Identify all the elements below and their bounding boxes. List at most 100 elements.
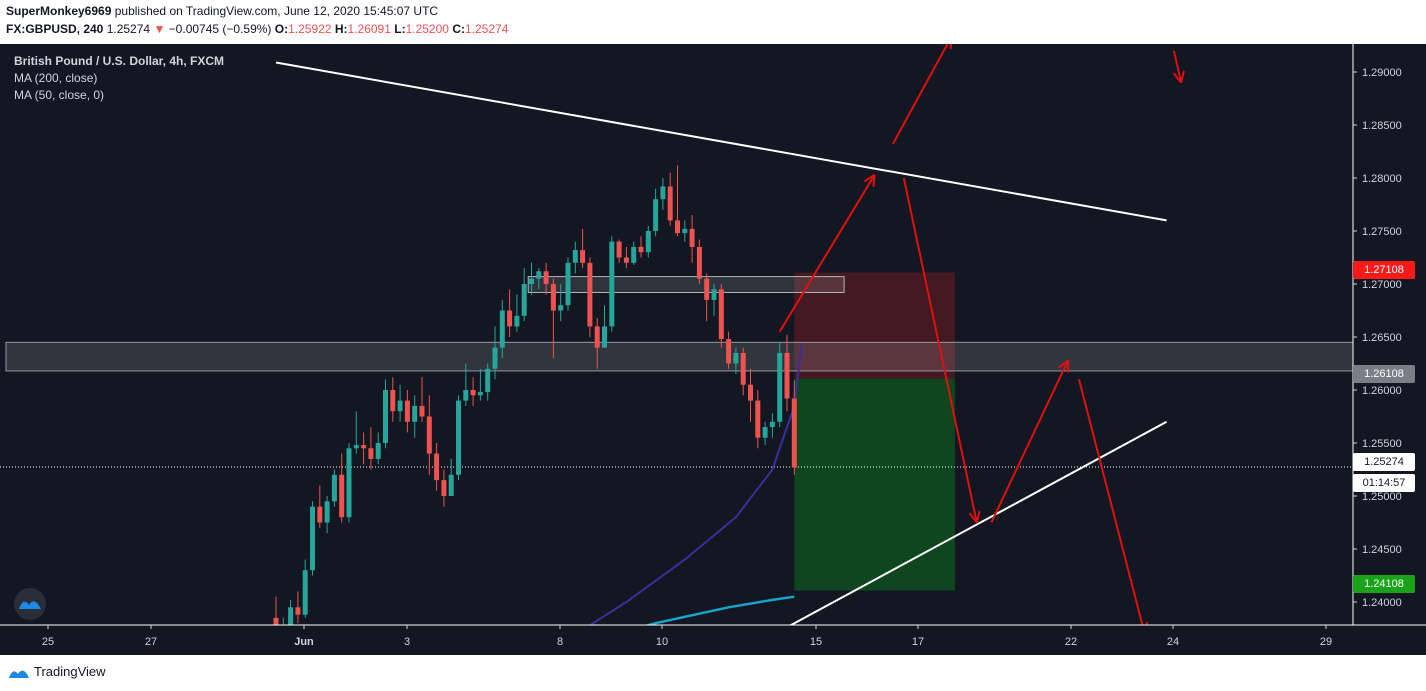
arrowhead-2-1 bbox=[975, 510, 981, 523]
time-tick-label: 15 bbox=[810, 636, 822, 648]
candle-body bbox=[273, 617, 279, 625]
candle-body bbox=[324, 501, 330, 523]
candle-body bbox=[755, 400, 761, 438]
tradingview-watermark-icon[interactable] bbox=[14, 588, 46, 620]
candle-body bbox=[748, 384, 753, 401]
time-tick-label: 22 bbox=[1065, 636, 1077, 648]
tradingview-logo-icon[interactable] bbox=[8, 664, 30, 682]
candle-body bbox=[682, 228, 688, 234]
publisher-line: SuperMonkey6969 published on TradingView… bbox=[6, 4, 438, 18]
candle-body bbox=[631, 246, 637, 263]
price-tick-label: 1.27500 bbox=[1362, 226, 1402, 238]
arrowhead-0-1 bbox=[863, 173, 876, 183]
footer-brand[interactable]: TradingView bbox=[34, 664, 106, 679]
candle-body bbox=[463, 390, 469, 401]
high-value: 1.26091 bbox=[347, 22, 391, 36]
candle-body bbox=[558, 305, 564, 311]
price-tick-label: 1.28000 bbox=[1362, 173, 1402, 185]
candle-body bbox=[361, 445, 367, 449]
time-tick-label: Jun bbox=[294, 636, 314, 648]
price-tick-label: 1.25000 bbox=[1362, 491, 1402, 503]
candle-body bbox=[543, 271, 549, 284]
countdown-badge: 01:14:57 bbox=[1353, 474, 1415, 492]
candle-body bbox=[769, 421, 775, 428]
candle-body bbox=[653, 199, 659, 231]
candle-body bbox=[339, 474, 345, 518]
price-tick-label: 1.29000 bbox=[1362, 67, 1402, 79]
time-tick-label: 8 bbox=[557, 636, 563, 648]
chart-legend: British Pound / U.S. Dollar, 4h, FXCM MA… bbox=[14, 53, 224, 104]
stop-price-badge: 1.27108 bbox=[1353, 261, 1415, 279]
candle-body bbox=[740, 352, 746, 385]
price-tick-label: 1.26500 bbox=[1362, 332, 1402, 344]
candle-body bbox=[660, 186, 666, 200]
low-label: L: bbox=[394, 22, 406, 36]
candle-body bbox=[448, 474, 454, 496]
candle-body bbox=[529, 278, 534, 284]
time-tick-label: 29 bbox=[1320, 636, 1332, 648]
candle-body bbox=[645, 231, 651, 253]
candle-body bbox=[368, 448, 374, 459]
legend-ma200[interactable]: MA (200, close) bbox=[14, 71, 98, 85]
ma50-line bbox=[588, 344, 803, 625]
legend-title[interactable]: British Pound / U.S. Dollar, 4h, FXCM bbox=[14, 54, 225, 68]
candle-body bbox=[565, 262, 571, 306]
candle-body bbox=[302, 570, 308, 615]
arrowhead-3-1 bbox=[1058, 359, 1069, 369]
close-label: C: bbox=[452, 22, 465, 36]
candle-body bbox=[609, 241, 615, 327]
arrowhead-4-0 bbox=[1136, 623, 1139, 625]
candle-body bbox=[281, 625, 286, 633]
candle-body bbox=[346, 448, 352, 518]
symbol-label[interactable]: FX:GBPUSD, 240 bbox=[6, 22, 104, 36]
candle-body bbox=[704, 278, 710, 300]
candle-body bbox=[331, 474, 337, 502]
legend-ma50[interactable]: MA (50, close, 0) bbox=[14, 88, 105, 102]
candle-body bbox=[434, 453, 440, 481]
candle-body bbox=[383, 390, 388, 443]
price-tick-label: 1.28500 bbox=[1362, 120, 1402, 132]
price-tick-label: 1.24500 bbox=[1362, 544, 1402, 556]
candle-body bbox=[477, 392, 483, 396]
projection-arrow-0 bbox=[778, 174, 876, 333]
candle-body bbox=[718, 289, 724, 340]
high-label: H: bbox=[334, 22, 348, 36]
publisher-name[interactable]: SuperMonkey6969 bbox=[6, 4, 112, 18]
candle-body bbox=[667, 186, 673, 221]
close-value: 1.25274 bbox=[464, 22, 509, 36]
candle-body bbox=[689, 228, 695, 247]
candle-body bbox=[784, 352, 790, 399]
footer-bar: TradingView bbox=[0, 655, 1426, 691]
time-tick-label: 10 bbox=[656, 636, 668, 648]
time-tick-label: 17 bbox=[912, 636, 924, 648]
candle-body bbox=[426, 416, 432, 454]
open-value: 1.25922 bbox=[288, 22, 332, 36]
candle-body bbox=[696, 246, 702, 279]
symbol-line: FX:GBPUSD, 240 1.25274 ▼ −0.00745 (−0.59… bbox=[6, 22, 508, 36]
time-tick-label: 24 bbox=[1167, 636, 1179, 648]
target-price-badge: 1.24108 bbox=[1353, 575, 1415, 593]
price-tick-label: 1.27000 bbox=[1362, 279, 1402, 291]
last-price: 1.25274 bbox=[106, 22, 151, 36]
current-price-badge: 1.25274 bbox=[1353, 453, 1415, 471]
projection-arrow-5 bbox=[1172, 50, 1183, 83]
projection-arrow-1 bbox=[891, 44, 949, 145]
arrowhead-0-0 bbox=[872, 174, 876, 187]
candle-body bbox=[507, 310, 513, 327]
candle-body bbox=[317, 506, 323, 523]
projection-arrow-4 bbox=[1078, 379, 1144, 625]
open-label: O: bbox=[274, 22, 289, 36]
arrowhead-5-1 bbox=[1180, 70, 1185, 83]
time-tick-label: 25 bbox=[42, 636, 54, 648]
candle-body bbox=[514, 315, 520, 327]
candle-body bbox=[623, 257, 629, 263]
candle-body bbox=[594, 326, 600, 348]
price-chart[interactable]: 1.29000 1.28500 1.28000 1.27500 1.27000 1.265… bbox=[0, 44, 1426, 655]
candle-body bbox=[711, 289, 717, 300]
candle-body bbox=[295, 607, 301, 615]
time-tick-label: 3 bbox=[404, 636, 410, 648]
candle-body bbox=[602, 326, 607, 348]
candle-body bbox=[616, 241, 622, 258]
entry-price-badge: 1.26108 bbox=[1353, 365, 1415, 383]
low-value: 1.25200 bbox=[405, 22, 449, 36]
